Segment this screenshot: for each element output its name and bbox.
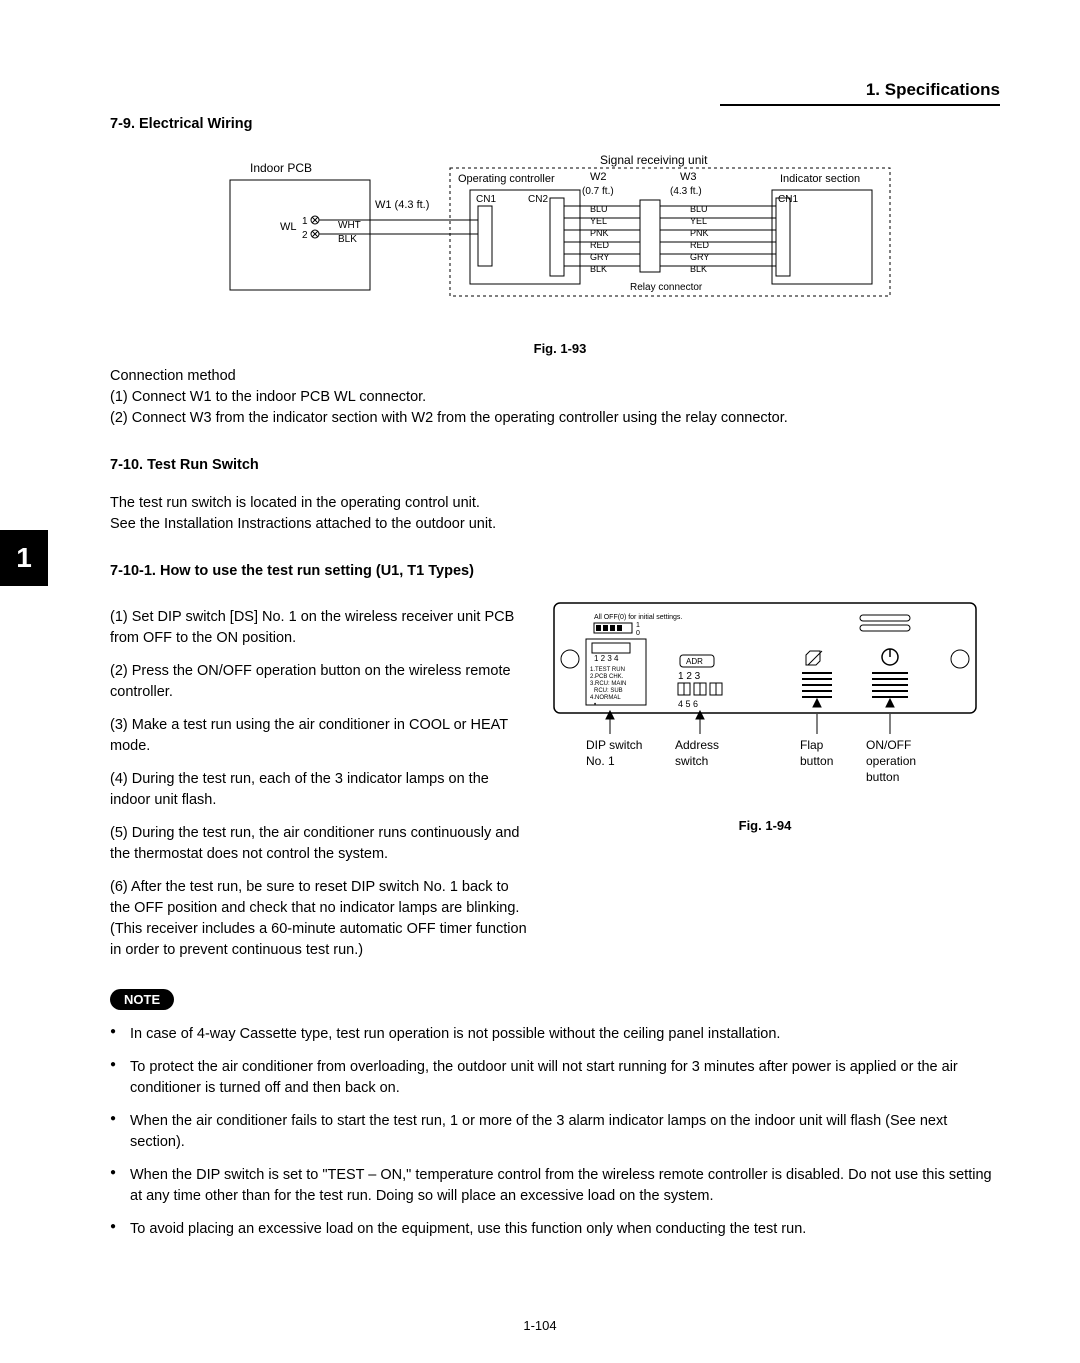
note-item: In case of 4-way Cassette type, test run… <box>110 1024 1000 1045</box>
svg-text:CN1: CN1 <box>778 194 798 205</box>
svg-text:RED: RED <box>590 240 610 250</box>
svg-text:1: 1 <box>636 622 640 629</box>
svg-text:•: • <box>594 702 596 708</box>
fig-1-94-caption: Fig. 1-94 <box>550 818 980 833</box>
svg-text:Indoor PCB: Indoor PCB <box>250 161 312 175</box>
svg-text:RED: RED <box>690 240 710 250</box>
svg-text:CN2: CN2 <box>528 194 548 205</box>
svg-text:1.TEST RUN: 1.TEST RUN <box>590 667 625 673</box>
svg-text:Flap: Flap <box>800 738 824 752</box>
step-6: (6) After the test run, be sure to reset… <box>110 877 530 961</box>
svg-text:0: 0 <box>636 630 640 637</box>
note-item: To avoid placing an excessive load on th… <box>110 1219 1000 1240</box>
svg-text:W1 (4.3 ft.): W1 (4.3 ft.) <box>375 199 429 211</box>
connection-step-1: (1) Connect W1 to the indoor PCB WL conn… <box>110 387 1000 408</box>
sec710-p1: The test run switch is located in the op… <box>110 493 1000 514</box>
svg-text:All OFF(0) for initial setting: All OFF(0) for initial settings. <box>594 614 682 621</box>
svg-text:switch: switch <box>675 754 708 768</box>
svg-text:YEL: YEL <box>590 216 607 226</box>
step-4: (4) During the test run, each of the 3 i… <box>110 769 530 811</box>
sec710-p2: See the Installation Instractions attach… <box>110 514 1000 535</box>
note-heading: NOTE <box>110 989 174 1010</box>
svg-text:CN1: CN1 <box>476 194 496 205</box>
svg-text:Indicator section: Indicator section <box>780 173 860 185</box>
svg-text:RCU: SUB: RCU: SUB <box>594 688 623 694</box>
svg-text:1: 1 <box>302 216 308 227</box>
svg-text:No. 1: No. 1 <box>586 754 615 768</box>
connection-step-2: (2) Connect W3 from the indicator sectio… <box>110 408 1000 429</box>
svg-text:ON/OFF: ON/OFF <box>866 738 911 752</box>
svg-text:Signal receiving unit: Signal receiving unit <box>600 153 708 167</box>
svg-text:W3: W3 <box>680 171 697 183</box>
svg-text:WL: WL <box>280 221 297 233</box>
svg-text:BLK: BLK <box>590 264 607 274</box>
svg-text:BLK: BLK <box>690 264 707 274</box>
svg-text:PNK: PNK <box>690 228 709 238</box>
svg-text:PNK: PNK <box>590 228 609 238</box>
note-list: In case of 4-way Cassette type, test run… <box>80 1024 1000 1240</box>
svg-text:2.PCB CHK.: 2.PCB CHK. <box>590 674 624 680</box>
note-item: To protect the air conditioner from over… <box>110 1057 1000 1099</box>
svg-text:button: button <box>800 754 833 768</box>
svg-text:3.RCU: MAIN: 3.RCU: MAIN <box>590 681 626 687</box>
svg-text:W2: W2 <box>590 171 607 183</box>
svg-text:BLU: BLU <box>590 204 608 214</box>
connection-method-heading: Connection method <box>110 366 1000 387</box>
heading-7-9: 7-9. Electrical Wiring <box>110 116 1000 132</box>
svg-text:Operating controller: Operating controller <box>458 173 555 185</box>
figure-1-93: Indoor PCB WL 1 2 W1 (4.3 ft.) WHT BLK S… <box>220 152 1000 356</box>
svg-text:ADR: ADR <box>686 657 703 666</box>
svg-text:2: 2 <box>302 230 308 241</box>
svg-text:GRY: GRY <box>690 252 709 262</box>
step-1: (1) Set DIP switch [DS] No. 1 on the wir… <box>110 607 530 649</box>
step-5: (5) During the test run, the air conditi… <box>110 823 530 865</box>
svg-text:WHT: WHT <box>338 220 361 231</box>
svg-text:Address: Address <box>675 738 719 752</box>
fig-1-93-caption: Fig. 1-93 <box>220 341 900 356</box>
figure-1-94: All OFF(0) for initial settings. 1 0 1 2… <box>550 599 980 833</box>
header-section: 1. Specifications <box>720 80 1000 106</box>
svg-text:BLU: BLU <box>690 204 708 214</box>
step-3: (3) Make a test run using the air condit… <box>110 715 530 757</box>
svg-text:(4.3 ft.): (4.3 ft.) <box>670 186 702 197</box>
svg-text:DIP switch: DIP switch <box>586 738 642 752</box>
page-number: 1-104 <box>0 1318 1080 1333</box>
svg-text:1 2 3 4: 1 2 3 4 <box>594 654 619 663</box>
svg-text:operation: operation <box>866 754 916 768</box>
svg-text:1 2 3: 1 2 3 <box>678 671 701 682</box>
svg-text:4 5 6: 4 5 6 <box>678 699 698 709</box>
note-item: When the DIP switch is set to "TEST – ON… <box>110 1165 1000 1207</box>
svg-text:(0.7 ft.): (0.7 ft.) <box>582 186 614 197</box>
svg-text:4.NORMAL: 4.NORMAL <box>590 695 621 701</box>
svg-text:button: button <box>866 770 899 784</box>
svg-text:GRY: GRY <box>590 252 609 262</box>
step-2: (2) Press the ON/OFF operation button on… <box>110 661 530 703</box>
svg-text:BLK: BLK <box>338 234 357 245</box>
svg-text:Relay connector: Relay connector <box>630 282 703 293</box>
heading-7-10: 7-10. Test Run Switch <box>110 457 1000 473</box>
test-run-steps: (1) Set DIP switch [DS] No. 1 on the wir… <box>80 607 530 973</box>
heading-7-10-1: 7-10-1. How to use the test run setting … <box>110 563 1000 579</box>
svg-text:YEL: YEL <box>690 216 707 226</box>
note-item: When the air conditioner fails to start … <box>110 1111 1000 1153</box>
